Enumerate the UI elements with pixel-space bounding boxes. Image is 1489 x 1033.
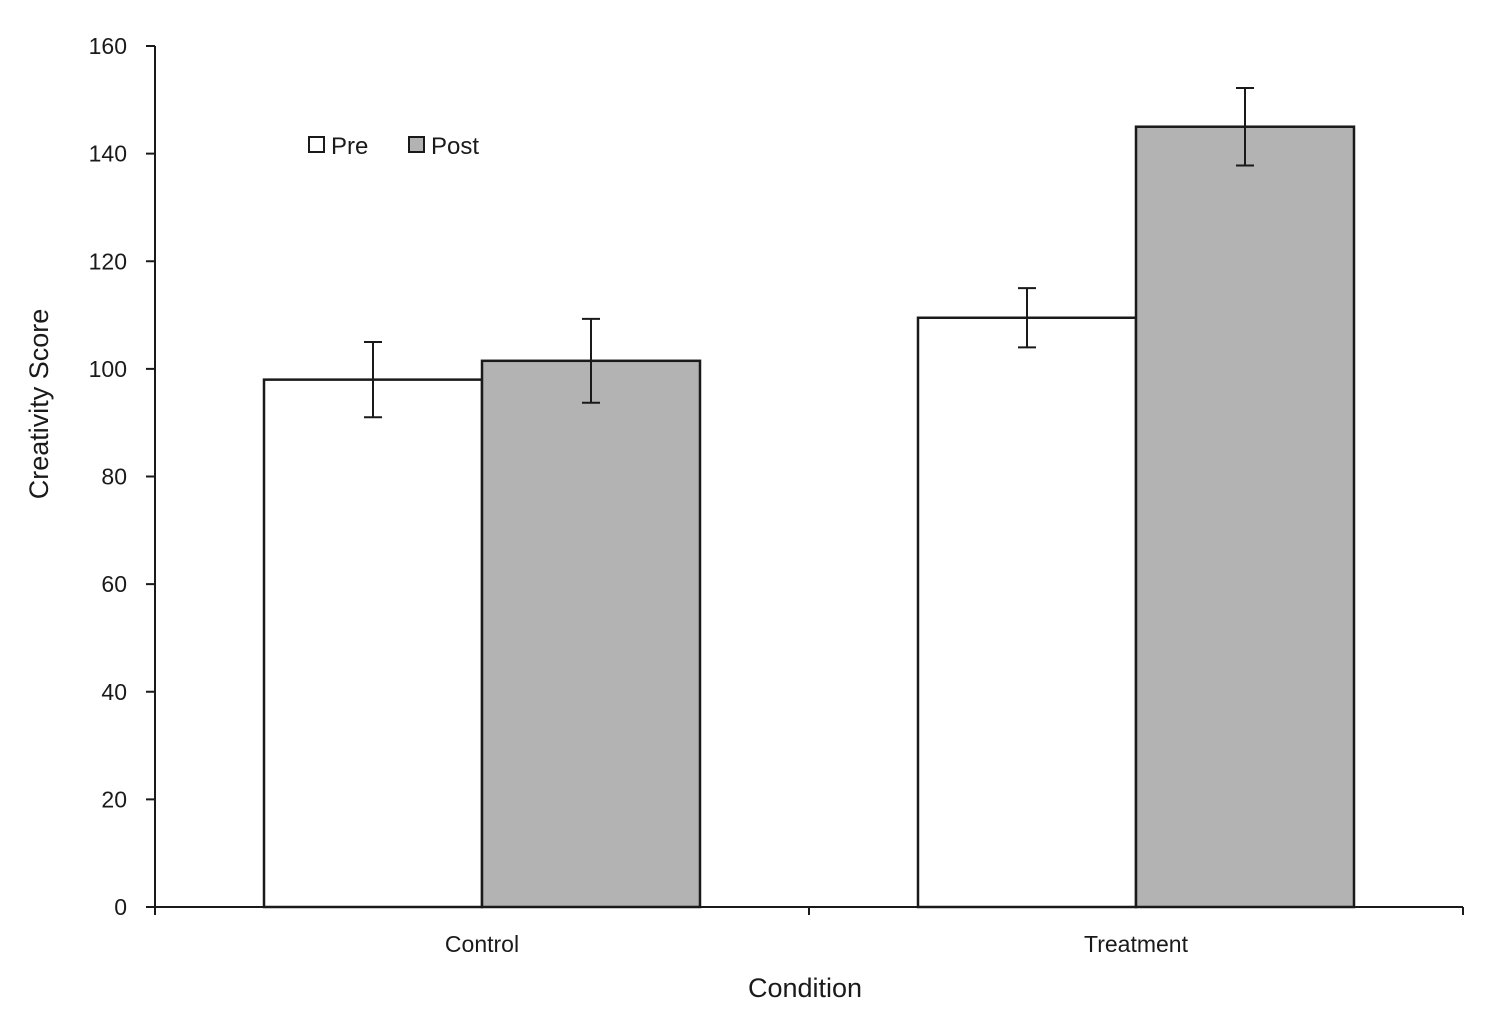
y-tick-label: 40 [101,679,127,705]
bar-post-control [480,359,702,909]
y-tick-label: 20 [101,786,127,812]
x-tick-label: Control [445,931,519,957]
legend-label-post: Post [431,133,479,160]
x-tick-label: Treatment [1084,931,1189,957]
legend-swatch-pre [308,136,325,153]
y-tick-label: 140 [89,141,127,167]
y-tick-label: 100 [89,356,127,382]
y-tick-label: 0 [114,894,127,920]
bar-pre-control [262,378,484,909]
bar-post-treatment [1134,125,1356,909]
y-tick-label: 80 [101,464,127,490]
legend-swatch-post [408,136,425,153]
x-axis-title: Condition [748,973,862,1003]
bar-pre-treatment [916,316,1138,909]
error-bars [364,86,1254,419]
y-axis-title: Creativity Score [24,309,54,500]
y-tick-label: 120 [89,248,127,274]
legend-label-pre: Pre [331,133,368,160]
labels: Creativity Score Condition 0 20 40 60 80 100 1… [24,33,1189,1003]
legend: Pre Post [308,133,479,160]
y-tick-label: 160 [89,33,127,59]
y-tick-label: 60 [101,571,127,597]
bars [262,125,1356,909]
